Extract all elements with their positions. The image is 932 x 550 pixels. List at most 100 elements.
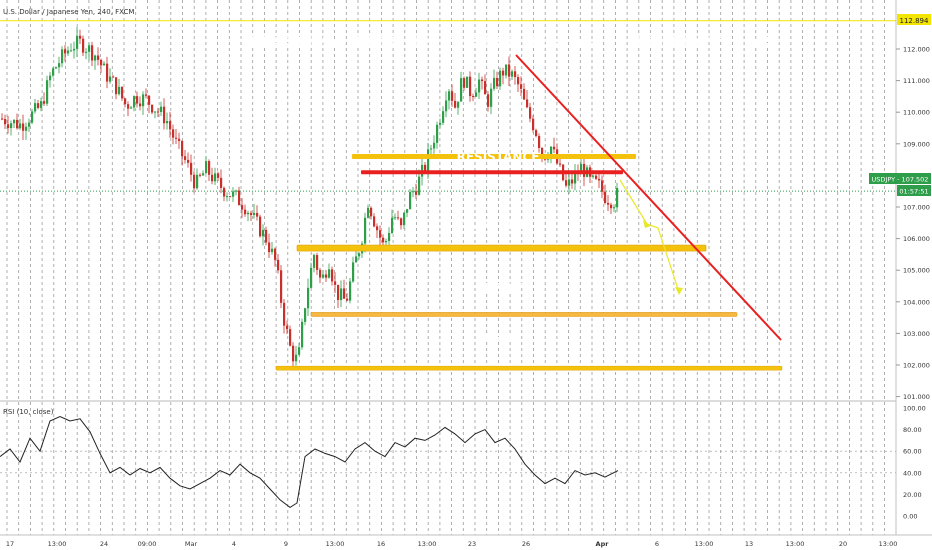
candle-body — [262, 229, 265, 237]
candle-body — [493, 77, 496, 89]
candle-body — [574, 172, 577, 184]
candle-body — [379, 230, 382, 238]
price-tick-label: 101.000 — [903, 393, 930, 401]
candle-body — [289, 329, 292, 346]
candle-body — [181, 140, 184, 157]
candle-body — [580, 163, 583, 175]
candle-body — [196, 174, 199, 189]
candle-body — [322, 274, 325, 278]
candle-body — [463, 78, 466, 88]
candle-body — [208, 161, 211, 175]
candle-body — [73, 48, 76, 51]
candle-body — [97, 55, 100, 60]
support-band-3 — [275, 365, 783, 371]
candle-body — [526, 99, 529, 108]
rsi-tick-label: 40.00 — [903, 469, 922, 477]
time-tick-label: 4 — [232, 540, 236, 548]
candle-body — [355, 256, 358, 263]
rsi-tick-label: 0.00 — [903, 513, 917, 521]
candle-body — [13, 119, 16, 124]
candle-body — [508, 64, 511, 77]
candle-body — [274, 248, 277, 260]
candle-body — [529, 107, 532, 119]
projection-arrowhead-1 — [643, 220, 651, 228]
time-axis[interactable]: 17 13:00 24 09:00 Mar 4 9 13:00 16 13:00 23 26 Apr 6 1… — [6, 540, 898, 548]
support-band-1 — [296, 244, 707, 252]
candle-body — [454, 100, 457, 108]
candle-body — [19, 123, 22, 129]
candle-body — [400, 218, 403, 226]
rsi-label: RSI (10, close) — [3, 408, 54, 416]
time-tick-label: 13:00 — [879, 540, 898, 548]
candle-body — [232, 191, 235, 197]
time-tick-label: Mar — [185, 540, 198, 548]
candle-body — [85, 51, 88, 53]
price-tick-label: 106.000 — [903, 235, 930, 243]
candle-body — [535, 130, 538, 137]
candle-body — [1, 118, 4, 120]
last-price-tag — [869, 173, 931, 184]
candle-body — [472, 96, 475, 98]
candle-body — [595, 175, 598, 179]
candle-body — [367, 207, 370, 218]
price-tick-label: 104.000 — [903, 298, 930, 306]
headline-text: PRICE SOON MAY BE DROPPING - THIS MOST L… — [233, 34, 773, 48]
candle-body — [160, 106, 163, 112]
time-tick-label: Apr — [596, 540, 610, 548]
candle-body — [82, 38, 85, 53]
candle-body — [610, 204, 613, 209]
candle-body — [34, 103, 37, 112]
candle-body — [79, 35, 82, 39]
candle-body — [370, 207, 373, 217]
candle-body — [40, 101, 43, 108]
candle-body — [418, 176, 421, 195]
candle-body — [271, 248, 274, 253]
candle-body — [523, 88, 526, 100]
candle-body — [169, 121, 172, 130]
candle-body — [412, 191, 415, 193]
candle-body — [394, 217, 397, 219]
candle-body — [64, 49, 67, 54]
candle-body — [103, 63, 106, 66]
candle-body — [433, 142, 436, 149]
candle-body — [514, 71, 517, 78]
projection-arrow-path — [619, 179, 680, 293]
time-tick-label: 13:00 — [695, 540, 714, 548]
candle-body — [127, 104, 130, 109]
candle-body — [352, 262, 355, 282]
rsi-tick-label: 100.00 — [903, 405, 926, 413]
candle-body — [253, 212, 256, 216]
candle-body — [55, 67, 58, 69]
candle-body — [190, 162, 193, 175]
candle-body — [571, 179, 574, 184]
candle-body — [385, 240, 388, 243]
candle-body — [538, 136, 541, 149]
candle-body — [145, 94, 148, 96]
candle-body — [358, 253, 361, 257]
candle-body — [436, 124, 439, 143]
candle-body — [484, 81, 487, 95]
candle-body — [325, 274, 328, 278]
rsi-tick-label: 80.00 — [903, 426, 922, 434]
candle-body — [376, 226, 379, 231]
candle-body — [388, 233, 391, 241]
candle-body — [457, 101, 460, 108]
candle-body — [220, 177, 223, 188]
price-tick-label: 103.000 — [903, 330, 930, 338]
time-tick-label: 13:00 — [418, 540, 437, 548]
candle-body — [331, 269, 334, 282]
candle-body — [430, 148, 433, 150]
candle-body — [517, 77, 520, 85]
candle-body — [301, 321, 304, 348]
time-tick-label: 09:00 — [138, 540, 157, 548]
candle-body — [424, 164, 427, 171]
candle-body — [175, 137, 178, 139]
time-tick-label: 13:00 — [786, 540, 805, 548]
candle-body — [328, 269, 331, 278]
candle-body — [466, 76, 469, 88]
candle-body — [448, 91, 451, 101]
candle-body — [568, 179, 571, 186]
candle-body — [184, 156, 187, 160]
price-tick-label: 105.000 — [903, 267, 930, 275]
